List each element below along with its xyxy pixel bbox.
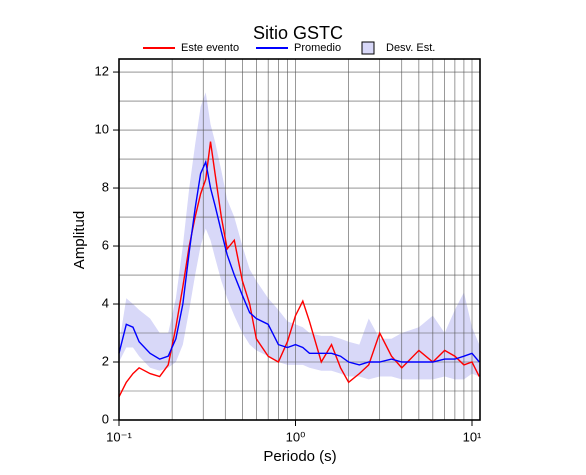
y-tick-label: 0: [102, 411, 109, 426]
x-tick-label: 10⁰: [286, 429, 306, 444]
legend-label: Desv. Est.: [386, 42, 435, 54]
chart-title: Sitio GSTC: [253, 23, 343, 43]
legend-label: Promedio: [294, 42, 341, 54]
y-tick-label: 6: [102, 237, 109, 252]
legend-swatch: [361, 41, 375, 55]
y-tick-label: 8: [102, 179, 109, 194]
std-band: [119, 92, 480, 380]
y-tick-label: 12: [95, 63, 109, 78]
y-tick-label: 10: [95, 121, 109, 136]
x-axis-label: Periodo (s): [263, 448, 336, 465]
series-line: [118, 141, 480, 398]
y-tick-label: 2: [102, 353, 109, 368]
series-line: [118, 159, 480, 366]
y-axis-label: Amplitud: [71, 211, 88, 269]
x-tick-label: 10⁻¹: [106, 429, 132, 444]
x-tick-label: 10¹: [463, 429, 482, 444]
y-tick-label: 4: [102, 295, 109, 310]
legend-label: Este evento: [181, 42, 239, 54]
plot-frame: [118, 58, 481, 421]
